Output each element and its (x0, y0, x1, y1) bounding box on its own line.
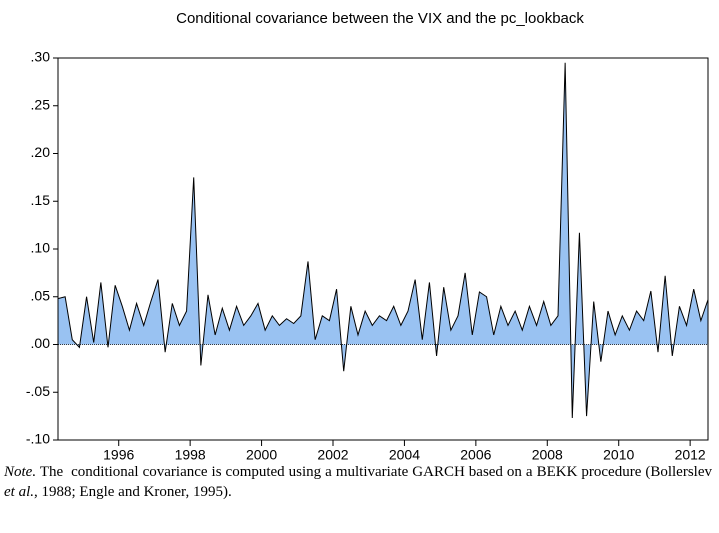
x-tick-label: 2010 (603, 447, 634, 460)
note: Note. The conditional covariance is comp… (4, 462, 712, 502)
note-text: The conditional covariance is computed u… (36, 464, 716, 480)
y-tick-label: .25 (31, 96, 51, 112)
note-label: Note. (4, 464, 37, 480)
note-emphasis: et al. (4, 484, 34, 500)
x-tick-label: 2008 (532, 447, 563, 460)
x-tick-label: 2002 (317, 447, 348, 460)
chart: Conditional covariance between the VIX a… (26, 10, 709, 460)
x-tick-label: 1996 (103, 447, 134, 460)
y-tick-label: -.10 (26, 431, 50, 447)
y-tick-label: .20 (31, 144, 51, 160)
x-tick-label: 2004 (389, 447, 420, 460)
x-tick-label: 1998 (175, 447, 206, 460)
chart-title: Conditional covariance between the VIX a… (176, 10, 584, 27)
x-tick-label: 2000 (246, 447, 277, 460)
y-tick-label: .05 (31, 287, 51, 303)
x-tick-label: 2012 (675, 447, 706, 460)
note-text: , 1988; Engle and Kroner, 1995). (34, 484, 232, 500)
area (58, 62, 708, 419)
y-tick-label: .10 (31, 240, 51, 256)
x-tick-label: 2006 (460, 447, 491, 460)
y-tick-label: .15 (31, 192, 51, 208)
line (57, 62, 709, 419)
y-tick-label: .30 (31, 49, 51, 65)
y-tick-label: .00 (31, 335, 51, 351)
plot-frame (57, 57, 709, 441)
y-tick-label: -.05 (26, 383, 50, 399)
